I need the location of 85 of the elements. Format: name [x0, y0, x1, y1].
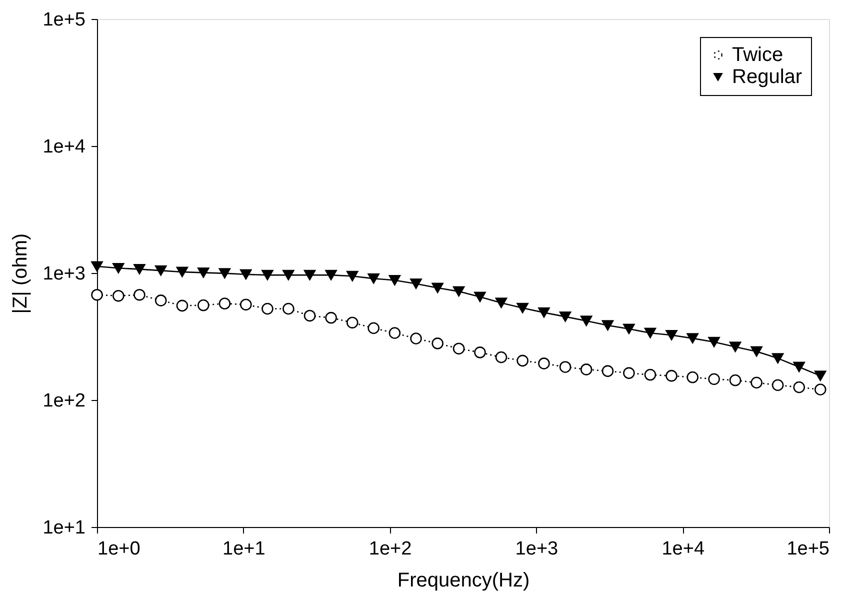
y-tick-label: 1e+4 — [42, 136, 86, 158]
point — [176, 266, 188, 278]
point — [623, 367, 635, 379]
point — [516, 302, 528, 314]
point — [368, 273, 380, 284]
point — [644, 328, 656, 338]
y-tick-label: 1e+1 — [42, 518, 86, 538]
point — [666, 330, 678, 340]
x-tick-label: 1e+2 — [368, 538, 412, 560]
point — [198, 299, 210, 312]
point — [686, 371, 698, 384]
x-axis-title: Frequency(Hz) — [397, 570, 530, 592]
point — [644, 368, 656, 381]
x-tick-label: 1e+1 — [222, 538, 266, 560]
x-tick-label: 1e+4 — [662, 538, 705, 560]
point — [176, 300, 188, 312]
y-tick-label: 1e+3 — [42, 264, 86, 284]
point — [112, 290, 124, 302]
y-tick-label: 1e+2 — [42, 390, 86, 412]
point — [452, 286, 465, 297]
point — [474, 292, 486, 302]
point — [793, 362, 806, 372]
point — [580, 316, 592, 326]
point — [432, 282, 444, 294]
point — [218, 298, 231, 310]
point — [602, 365, 614, 377]
point — [91, 288, 103, 301]
point — [262, 302, 274, 315]
point — [325, 312, 337, 324]
point — [708, 373, 720, 386]
point — [346, 270, 358, 282]
point — [729, 374, 742, 386]
legend-label: Regular — [732, 66, 802, 88]
point — [495, 351, 508, 364]
point — [282, 270, 294, 280]
point — [538, 358, 550, 370]
x-tick-label: 1e+5 — [786, 538, 830, 560]
point — [91, 261, 103, 272]
point — [262, 270, 274, 280]
point — [538, 307, 550, 318]
point — [708, 336, 720, 348]
point — [474, 346, 486, 358]
legend-label: Twice — [732, 44, 784, 66]
point — [134, 264, 146, 274]
point — [495, 298, 508, 308]
point — [750, 346, 762, 357]
point — [452, 342, 465, 354]
point — [240, 269, 252, 280]
point — [304, 310, 316, 322]
point — [388, 327, 401, 339]
point — [432, 338, 444, 350]
point — [134, 288, 146, 301]
point — [729, 342, 742, 352]
point — [750, 376, 762, 389]
point — [410, 332, 422, 344]
point — [516, 354, 528, 367]
point — [686, 333, 698, 344]
point — [112, 262, 124, 274]
point — [325, 270, 337, 280]
point — [368, 322, 380, 334]
point — [559, 311, 572, 322]
point — [814, 384, 826, 396]
point — [304, 270, 316, 280]
y-tick-label: 1e+5 — [42, 10, 86, 30]
y-axis-title: |Z| (ohm) — [10, 233, 32, 314]
point — [580, 364, 592, 376]
point — [388, 275, 401, 286]
point — [410, 278, 422, 289]
point — [772, 353, 784, 364]
point — [198, 267, 210, 278]
point — [814, 370, 826, 382]
point — [282, 302, 294, 315]
point — [772, 379, 784, 391]
point — [602, 320, 614, 331]
point — [218, 268, 231, 279]
point — [154, 294, 167, 306]
point — [154, 265, 167, 276]
point — [623, 324, 635, 334]
point — [666, 370, 678, 382]
point — [240, 298, 252, 310]
point — [346, 316, 358, 328]
point — [559, 361, 572, 373]
point — [793, 381, 806, 394]
x-tick-label: 1e+3 — [515, 538, 558, 560]
x-tick-label: 1e+0 — [98, 538, 140, 560]
